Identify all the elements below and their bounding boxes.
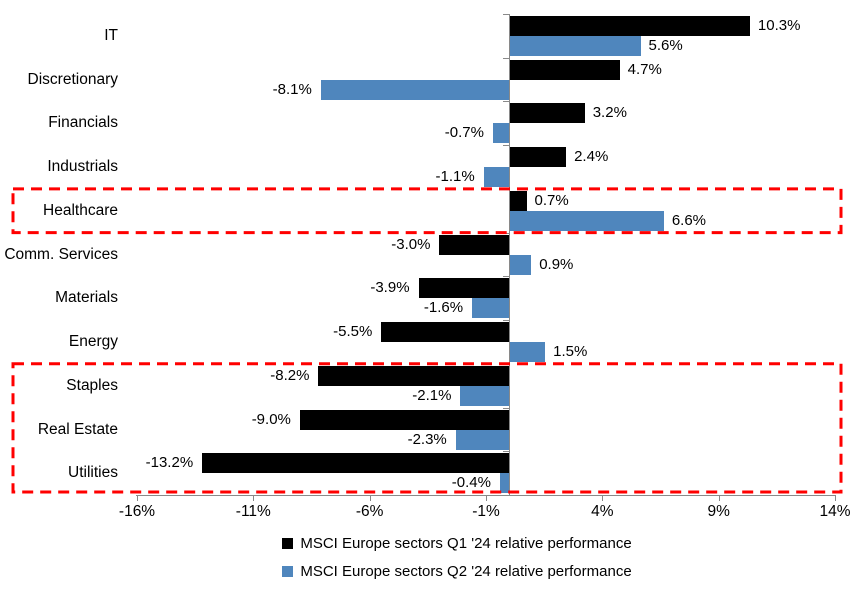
- legend-swatch-q1-icon: [282, 538, 294, 549]
- category-tick: [503, 14, 510, 15]
- q2-value-label: 1.5%: [553, 343, 588, 361]
- legend-item-q2: MSCI Europe sectors Q2 '24 relative perf…: [282, 561, 632, 582]
- x-tick: [369, 495, 371, 501]
- q1-bar: [381, 322, 510, 343]
- q2-value-label: -8.1%: [272, 80, 312, 98]
- category-tick: [503, 188, 510, 190]
- category-label: Financials: [48, 114, 118, 132]
- q2-bar: [510, 210, 664, 231]
- x-tick-label: -11%: [235, 503, 271, 520]
- q2-value-label: -0.4%: [451, 474, 491, 492]
- category-tick: [503, 320, 510, 322]
- category-tick: [503, 451, 510, 453]
- category-tick: [503, 276, 510, 278]
- category-tick: [503, 57, 510, 59]
- q2-bar: [492, 123, 510, 144]
- x-tick: [835, 495, 836, 501]
- category-label: Staples: [66, 376, 118, 394]
- q1-value-label: -3.9%: [370, 279, 410, 297]
- healthcare-highlight-box: [11, 187, 843, 235]
- q1-bar: [510, 147, 567, 168]
- x-tick-label: 14%: [819, 503, 851, 520]
- q1-value-label: 10.3%: [757, 17, 801, 34]
- x-tick: [602, 495, 604, 501]
- category-label: Utilities: [68, 464, 118, 482]
- legend-label-q2: MSCI Europe sectors Q2 '24 relative perf…: [300, 563, 632, 580]
- zero-axis-line: [509, 14, 511, 495]
- q1-bar: [418, 278, 510, 299]
- x-tick-label: -1%: [472, 503, 500, 520]
- q2-value-label: -2.3%: [407, 430, 447, 448]
- q2-bar: [320, 79, 510, 100]
- x-tick-label: 4%: [591, 503, 614, 520]
- x-tick-label: -6%: [355, 503, 384, 520]
- q1-bar: [299, 409, 510, 430]
- q2-value-label: 5.6%: [648, 37, 683, 54]
- q2-value-label: -1.1%: [435, 168, 475, 186]
- category-label: Comm. Services: [4, 245, 118, 263]
- q1-value-label: -5.5%: [333, 323, 373, 341]
- q1-value-label: -9.0%: [251, 410, 291, 428]
- q1-value-label: -13.2%: [145, 454, 194, 472]
- q2-value-label: 0.9%: [539, 255, 574, 273]
- legend-swatch-q2-icon: [282, 566, 294, 577]
- x-tick: [486, 495, 487, 501]
- q2-bar: [510, 36, 641, 56]
- q2-bar: [483, 167, 510, 188]
- q2-value-label: 6.6%: [671, 211, 707, 229]
- category-label: IT: [104, 27, 118, 44]
- category-label: Discretionary: [27, 70, 118, 88]
- q1-value-label: 0.7%: [534, 191, 569, 209]
- category-tick: [503, 407, 510, 409]
- q1-bar: [202, 453, 510, 474]
- category-tick: [503, 495, 510, 496]
- q1-value-label: 4.7%: [627, 60, 662, 78]
- q2-value-label: -1.6%: [423, 299, 464, 317]
- q1-value-label: -3.0%: [391, 235, 431, 253]
- category-label: Energy: [68, 333, 118, 351]
- q2-bar: [510, 342, 546, 363]
- x-tick-label: 9%: [707, 503, 730, 520]
- x-tick: [137, 495, 138, 501]
- legend-label-q1: MSCI Europe sectors Q1 '24 relative perf…: [300, 535, 632, 552]
- q1-value-label: -8.2%: [270, 366, 310, 384]
- q1-bar: [510, 59, 620, 80]
- legend-item-q1: MSCI Europe sectors Q1 '24 relative perf…: [282, 533, 632, 554]
- q2-bar: [455, 429, 510, 450]
- category-tick: [503, 363, 510, 365]
- q2-bar: [460, 385, 510, 406]
- q2-value-label: -0.7%: [444, 124, 484, 142]
- q1-bar: [510, 16, 750, 36]
- q2-bar: [472, 298, 510, 319]
- x-tick: [718, 495, 720, 501]
- q2-bar: [510, 254, 532, 275]
- q1-value-label: 2.4%: [574, 148, 609, 166]
- category-tick: [503, 145, 510, 147]
- category-tick: [503, 101, 510, 103]
- x-tick-label: -16%: [118, 503, 156, 520]
- category-label: Healthcare: [43, 201, 118, 219]
- q2-bar: [499, 473, 510, 494]
- q2-value-label: -2.1%: [412, 386, 452, 404]
- category-tick: [503, 232, 510, 234]
- q1-bar: [510, 190, 527, 211]
- x-tick: [253, 495, 255, 501]
- q1-bar: [318, 365, 510, 386]
- q1-bar: [510, 103, 585, 124]
- q1-value-label: 3.2%: [592, 104, 627, 122]
- category-label: Materials: [55, 289, 118, 307]
- legend: MSCI Europe sectors Q1 '24 relative perf…: [31, 533, 852, 582]
- category-label: Industrials: [47, 158, 118, 176]
- category-label: Real Estate: [37, 420, 118, 438]
- q1-bar: [439, 234, 510, 255]
